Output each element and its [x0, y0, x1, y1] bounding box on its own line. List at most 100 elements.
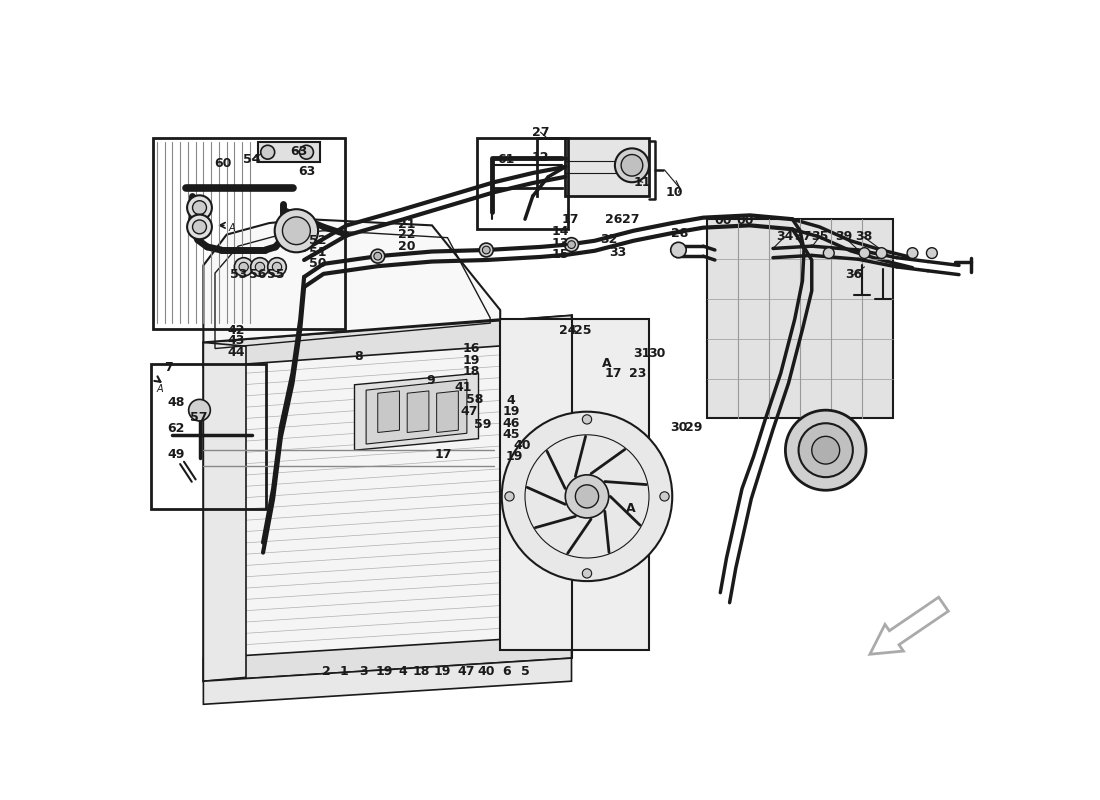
- Text: 12: 12: [531, 151, 549, 164]
- Text: 51: 51: [308, 246, 326, 259]
- Text: 1: 1: [340, 666, 349, 678]
- Text: 9: 9: [426, 374, 434, 387]
- Circle shape: [189, 399, 210, 421]
- Text: 16: 16: [462, 342, 480, 355]
- Text: 35: 35: [811, 230, 828, 243]
- Polygon shape: [500, 319, 649, 650]
- Circle shape: [908, 248, 917, 258]
- Text: 17: 17: [561, 214, 579, 226]
- Circle shape: [483, 246, 491, 254]
- Text: 00: 00: [715, 214, 733, 227]
- Text: 27: 27: [623, 213, 640, 226]
- Text: 27: 27: [531, 126, 549, 138]
- Polygon shape: [437, 391, 459, 433]
- Text: 3: 3: [360, 666, 368, 678]
- Text: 41: 41: [454, 381, 472, 394]
- Text: 37: 37: [794, 230, 811, 243]
- Polygon shape: [354, 373, 478, 450]
- Text: 45: 45: [503, 428, 520, 442]
- Text: 48: 48: [167, 396, 185, 409]
- Text: 17: 17: [605, 366, 623, 380]
- Polygon shape: [204, 315, 572, 682]
- Text: sion: sion: [323, 571, 478, 637]
- Text: 56: 56: [249, 268, 266, 281]
- Text: A: A: [156, 384, 163, 394]
- Text: 13: 13: [552, 237, 570, 250]
- Text: 49: 49: [167, 448, 185, 462]
- Circle shape: [371, 250, 385, 263]
- Polygon shape: [366, 379, 466, 444]
- Circle shape: [239, 262, 249, 271]
- Bar: [153, 138, 345, 330]
- Polygon shape: [407, 391, 429, 433]
- Text: 19: 19: [503, 405, 519, 418]
- Circle shape: [275, 209, 318, 252]
- Text: 30: 30: [648, 346, 666, 360]
- Text: 22: 22: [398, 228, 416, 241]
- Circle shape: [799, 423, 853, 477]
- Text: 4: 4: [507, 394, 516, 406]
- Circle shape: [255, 262, 265, 271]
- Text: 47: 47: [461, 405, 477, 418]
- Circle shape: [785, 410, 866, 490]
- Text: 62: 62: [167, 422, 185, 435]
- Circle shape: [192, 201, 207, 214]
- Text: 63: 63: [290, 145, 307, 158]
- Text: 38: 38: [855, 230, 872, 243]
- Text: 23: 23: [629, 366, 647, 380]
- Text: 57: 57: [190, 411, 208, 424]
- Circle shape: [299, 146, 314, 159]
- Circle shape: [283, 217, 310, 245]
- Text: 55: 55: [266, 268, 284, 281]
- Text: 29: 29: [685, 421, 703, 434]
- Circle shape: [187, 195, 212, 220]
- Circle shape: [234, 258, 253, 276]
- Text: 7: 7: [164, 361, 173, 374]
- Text: 47: 47: [458, 666, 475, 678]
- Circle shape: [187, 214, 212, 239]
- Circle shape: [824, 248, 834, 258]
- Text: 19: 19: [375, 666, 393, 678]
- Text: 60: 60: [214, 158, 231, 170]
- Text: 10: 10: [666, 186, 683, 198]
- Circle shape: [582, 414, 592, 424]
- Text: 42: 42: [228, 323, 244, 337]
- Polygon shape: [204, 635, 572, 682]
- Text: 34: 34: [776, 230, 793, 243]
- Polygon shape: [707, 219, 893, 418]
- Text: 53: 53: [230, 268, 246, 281]
- Circle shape: [859, 248, 870, 258]
- Circle shape: [582, 569, 592, 578]
- Text: 00: 00: [736, 214, 754, 227]
- Text: 18: 18: [462, 365, 480, 378]
- Text: 6: 6: [502, 666, 510, 678]
- Text: 26: 26: [605, 213, 623, 226]
- Text: 18: 18: [412, 666, 430, 678]
- Circle shape: [615, 148, 649, 182]
- Text: 54: 54: [243, 153, 261, 166]
- Text: 15: 15: [552, 248, 570, 261]
- Circle shape: [621, 154, 642, 176]
- Text: 44: 44: [228, 346, 244, 359]
- Text: 21: 21: [398, 218, 416, 231]
- Text: 28: 28: [671, 226, 689, 239]
- Text: 50: 50: [308, 258, 326, 270]
- Text: europ: europ: [283, 470, 519, 538]
- Circle shape: [251, 258, 270, 276]
- Text: 36: 36: [845, 268, 862, 281]
- Circle shape: [374, 252, 382, 260]
- Text: A: A: [229, 223, 235, 233]
- Text: 5: 5: [520, 666, 529, 678]
- Circle shape: [575, 485, 598, 508]
- Text: 63: 63: [298, 165, 315, 178]
- Text: 2: 2: [322, 666, 331, 678]
- Text: 39: 39: [836, 230, 852, 243]
- Text: 58: 58: [466, 393, 483, 406]
- Text: 32: 32: [600, 233, 617, 246]
- Bar: [257, 142, 320, 162]
- Polygon shape: [204, 219, 500, 342]
- Text: 8: 8: [354, 350, 363, 362]
- Text: 11: 11: [634, 176, 651, 189]
- Circle shape: [480, 243, 493, 257]
- Circle shape: [505, 492, 514, 501]
